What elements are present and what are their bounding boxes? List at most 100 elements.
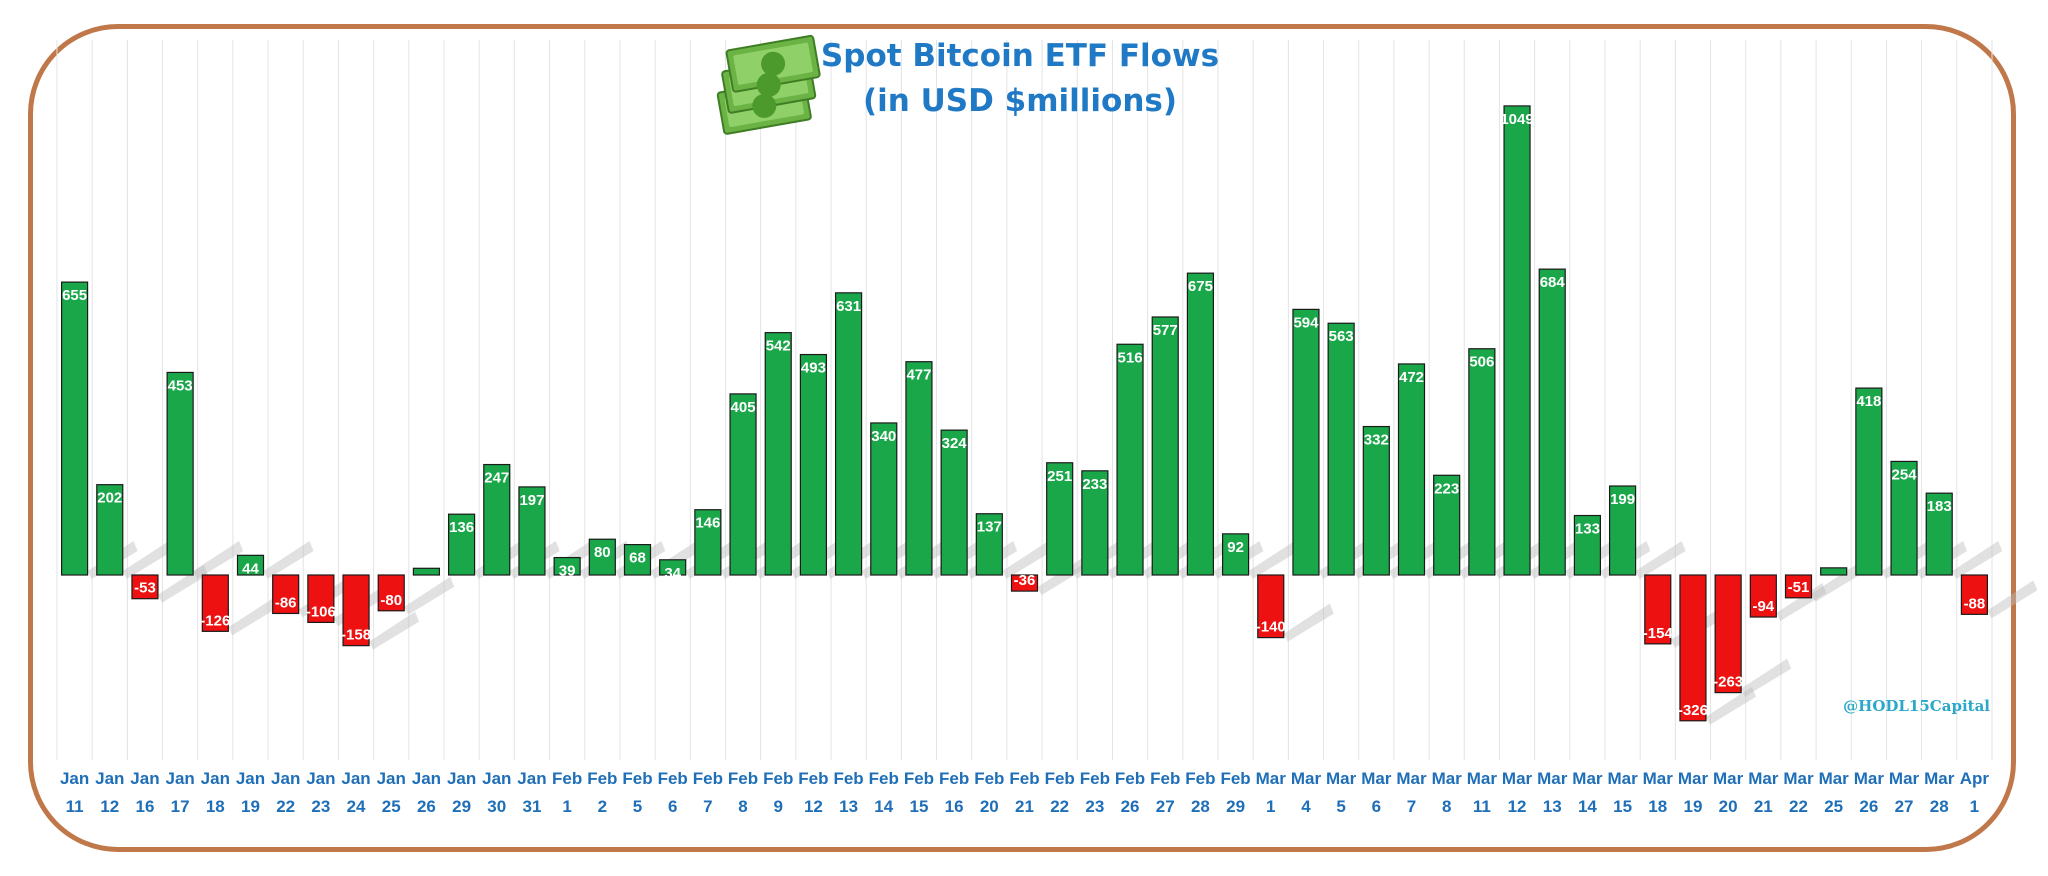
x-tick-month: Jan xyxy=(306,769,335,788)
x-tick-month: Jan xyxy=(482,769,511,788)
bar xyxy=(1679,574,1707,722)
bar-value-label: 418 xyxy=(1856,393,1881,410)
x-tick-day: 12 xyxy=(100,797,119,816)
x-tick-day: 1 xyxy=(1970,797,1979,816)
x-tick-month: Mar xyxy=(1854,769,1885,788)
bar-shadow xyxy=(1283,603,1334,642)
bar xyxy=(870,422,898,576)
bar xyxy=(659,559,687,576)
x-tick-day: 2 xyxy=(598,797,607,816)
x-tick-month: Apr xyxy=(1960,769,1990,788)
x-tick-day: 6 xyxy=(668,797,677,816)
x-tick-month: Jan xyxy=(341,769,370,788)
bar-shadow xyxy=(1741,658,1792,697)
x-tick-day: 8 xyxy=(1442,797,1451,816)
bar-value-label: 577 xyxy=(1153,322,1178,339)
bar-value-label: 1049 xyxy=(1500,111,1533,128)
x-tick-day: 12 xyxy=(1508,797,1527,816)
bar xyxy=(166,371,194,576)
bar xyxy=(1327,322,1355,576)
bar-shadow xyxy=(369,611,420,650)
bar-value-label: 202 xyxy=(97,490,122,507)
x-tick-day: 11 xyxy=(1473,797,1491,816)
bar xyxy=(1151,316,1179,576)
x-tick-day: 15 xyxy=(909,797,928,816)
x-tick-month: Jan xyxy=(60,769,89,788)
x-tick-month: Feb xyxy=(798,769,828,788)
bar-value-label: 506 xyxy=(1469,354,1494,371)
bar xyxy=(1784,574,1813,599)
bar xyxy=(1468,348,1496,576)
bar xyxy=(1397,363,1426,576)
bar xyxy=(553,556,581,576)
bar xyxy=(1081,470,1109,576)
bar-shadow xyxy=(404,576,455,615)
bar-value-label: 68 xyxy=(629,550,646,567)
bar-value-label: -140 xyxy=(1256,619,1286,636)
bar-value-label: 563 xyxy=(1329,328,1354,345)
x-tick-day: 30 xyxy=(487,797,506,816)
x-tick-day: 26 xyxy=(1859,797,1878,816)
x-tick-day: 19 xyxy=(241,797,260,816)
bar xyxy=(1257,574,1285,639)
bar-value-label: -106 xyxy=(306,603,336,620)
bar-value-label: 254 xyxy=(1892,466,1918,483)
bar-shadow xyxy=(263,541,314,579)
credit-label: @HODL15Capital xyxy=(1843,697,1990,715)
bar-shadow xyxy=(1002,541,1053,579)
bar-value-label: 251 xyxy=(1047,468,1072,485)
x-tick-month: Jan xyxy=(517,769,546,788)
bar xyxy=(131,574,159,600)
x-tick-month: Feb xyxy=(939,769,969,788)
x-tick-month: Feb xyxy=(622,769,652,788)
x-tick-day: 1 xyxy=(562,797,571,816)
x-tick-month: Mar xyxy=(1537,769,1568,788)
bar xyxy=(483,463,511,576)
x-tick-month: Feb xyxy=(974,769,1004,788)
bar-value-label: 542 xyxy=(766,338,791,355)
x-tick-day: 6 xyxy=(1372,797,1381,816)
bar-value-label: 44 xyxy=(242,560,259,577)
bar xyxy=(1925,492,1953,576)
x-tick-month: Jan xyxy=(377,769,406,788)
x-tick-day: 28 xyxy=(1930,797,1949,816)
x-tick-day: 29 xyxy=(452,797,471,816)
x-tick-month: Feb xyxy=(763,769,793,788)
bar xyxy=(1046,462,1074,576)
x-tick-day: 20 xyxy=(1719,797,1738,816)
x-tick-day: 21 xyxy=(1015,797,1034,816)
bar xyxy=(201,574,229,632)
bar xyxy=(1749,574,1777,618)
bar-value-label: 340 xyxy=(871,428,896,445)
bar xyxy=(1608,485,1637,576)
bar xyxy=(764,332,792,576)
bar xyxy=(1292,308,1320,576)
bar-shadow xyxy=(1248,541,1299,579)
bar xyxy=(1116,343,1144,576)
bar xyxy=(1433,474,1461,576)
x-tick-day: 11 xyxy=(66,797,84,816)
bar xyxy=(905,361,933,576)
bar-shadow xyxy=(228,597,279,636)
x-tick-month: Feb xyxy=(728,769,758,788)
x-tick-day: 27 xyxy=(1156,797,1175,816)
bar xyxy=(588,538,616,576)
bar-value-label: -326 xyxy=(1678,702,1708,719)
bar-value-label: -86 xyxy=(275,594,297,611)
bar-value-label: 233 xyxy=(1082,476,1107,493)
x-tick-day: 29 xyxy=(1226,797,1245,816)
x-tick-month: Feb xyxy=(1220,769,1250,788)
bar xyxy=(1714,574,1742,694)
x-tick-day: 16 xyxy=(135,797,154,816)
bar-value-label: 332 xyxy=(1364,432,1389,449)
bar-value-label: 453 xyxy=(168,377,193,394)
x-tick-month: Mar xyxy=(1396,769,1427,788)
x-tick-day: 26 xyxy=(417,797,436,816)
x-tick-day: 7 xyxy=(1407,797,1416,816)
x-tick-month: Mar xyxy=(1819,769,1850,788)
x-tick-month: Jan xyxy=(412,769,441,788)
bar-value-label: -88 xyxy=(1964,595,1986,612)
x-tick-month: Mar xyxy=(1291,769,1322,788)
bar-shadow xyxy=(1705,686,1756,725)
bar xyxy=(1890,460,1918,576)
